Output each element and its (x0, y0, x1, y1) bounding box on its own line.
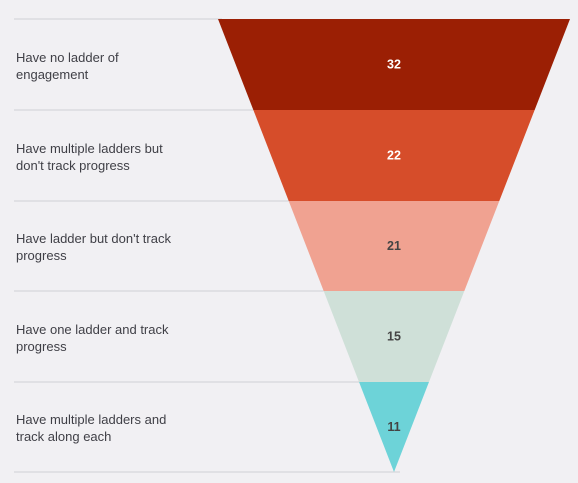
value-label: 11 (387, 420, 400, 434)
value-label: 32 (387, 58, 401, 72)
funnel-segment (359, 382, 429, 472)
funnel-segment (288, 201, 500, 291)
category-label: Have multiple ladders and track along eac… (16, 411, 216, 445)
value-label: 15 (387, 330, 401, 344)
category-label-line: Have multiple ladders but (16, 140, 163, 156)
category-label: Have multiple ladders but don't track pro… (16, 140, 216, 174)
category-label: Have one ladder and track progress (16, 321, 216, 355)
category-label-line: don't track progress (16, 157, 130, 173)
funnel-segment (253, 110, 535, 201)
category-label-line: engagement (16, 66, 89, 82)
category-label-line: Have multiple ladders and (16, 412, 167, 427)
category-label-line: Have ladder but don't track (16, 231, 171, 246)
category-label: Have no ladder of engagement (16, 49, 216, 83)
value-label: 21 (387, 239, 401, 253)
category-label-line: progress (16, 248, 67, 263)
funnel-segment (218, 19, 570, 110)
value-label: 22 (387, 149, 401, 163)
category-label: Have ladder but don't track progress (16, 230, 216, 264)
funnel-segment (323, 291, 465, 382)
category-label-line: Have one ladder and track (16, 321, 169, 337)
category-label-line: track along each (16, 429, 112, 444)
category-label-line: Have no ladder of (16, 49, 119, 65)
category-label-line: progress (16, 338, 67, 354)
